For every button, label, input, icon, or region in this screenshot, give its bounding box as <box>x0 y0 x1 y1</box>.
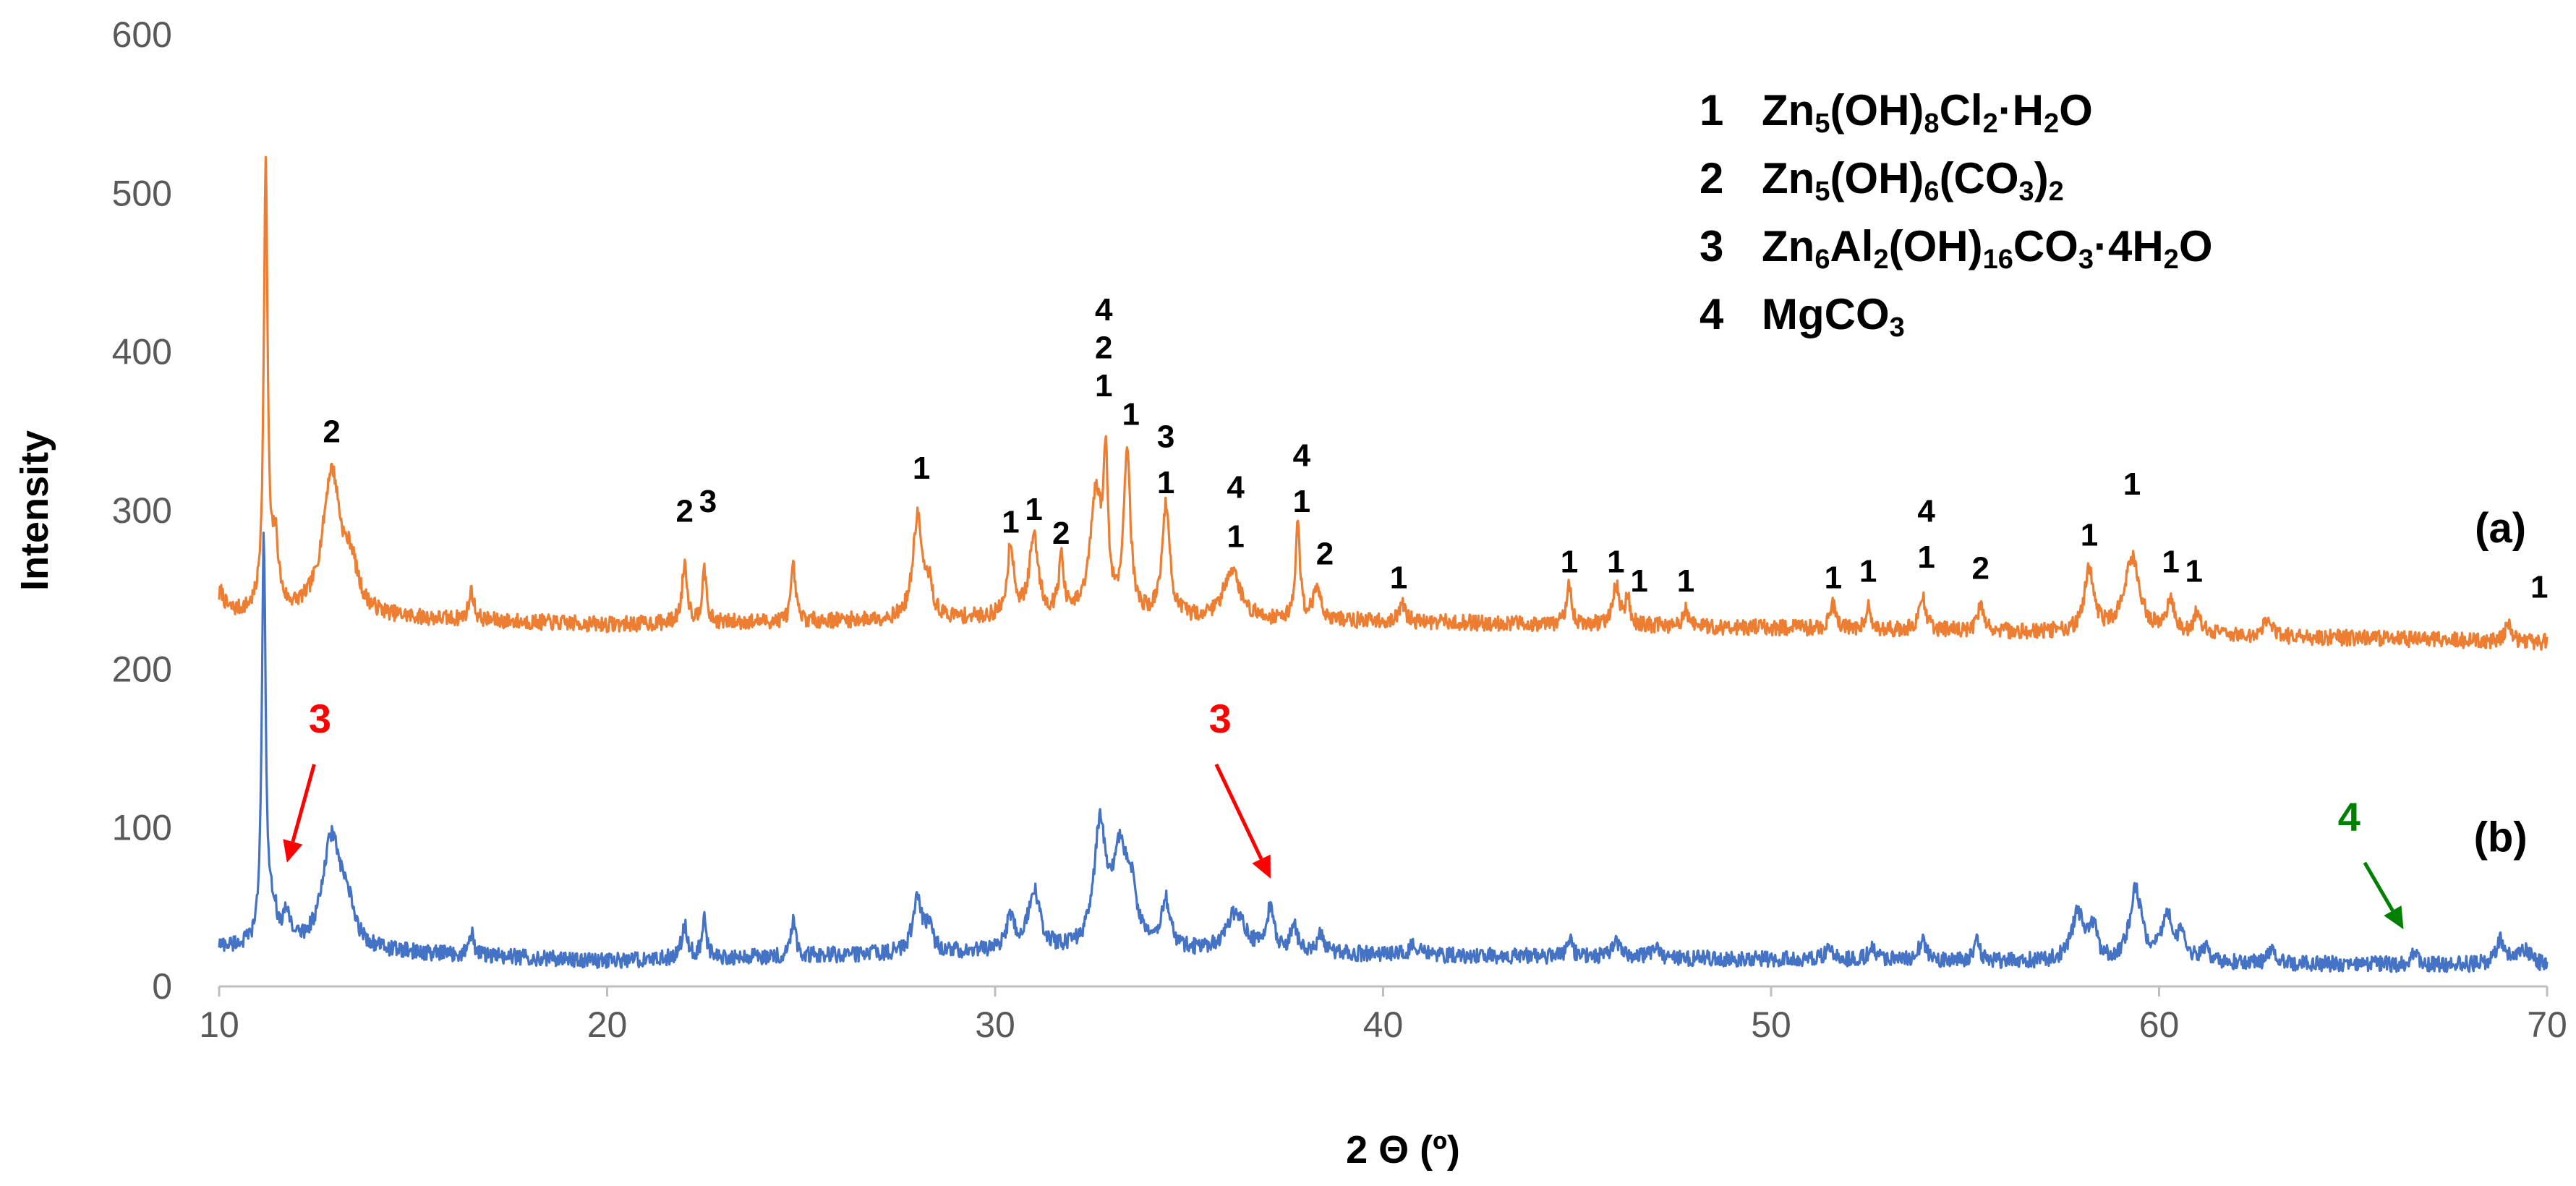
legend-entry: 4 MgCO3 <box>1699 281 2212 349</box>
x-tick-label: 30 <box>975 1004 1015 1045</box>
peak-label: 2 <box>1095 330 1112 365</box>
legend: 1 Zn5(OH)8Cl2·H2O 2 Zn5(OH)6(CO3)2 3 Zn6Al2(O… <box>1699 77 2212 349</box>
peak-label: 1 <box>1561 545 1578 580</box>
annotation-label: 3 <box>309 696 331 741</box>
legend-entry: 1 Zn5(OH)8Cl2·H2O <box>1699 77 2212 145</box>
peak-label: 2 <box>1316 537 1334 572</box>
legend-formula: Zn6Al2(OH)16CO3·4H2O <box>1762 222 2213 275</box>
legend-number: 1 <box>1699 86 1724 135</box>
annotation-label: 4 <box>2338 794 2360 840</box>
annotation-label: 3 <box>1209 696 1232 741</box>
annotation-arrow-shaft <box>2363 861 2394 912</box>
x-tick-label: 50 <box>1751 1004 1791 1045</box>
y-tick-label: 100 <box>112 808 172 848</box>
x-tick-label: 40 <box>1363 1004 1404 1045</box>
y-tick-label: 400 <box>112 332 172 372</box>
y-tick-label: 0 <box>152 966 172 1007</box>
legend-number: 4 <box>1699 290 1724 338</box>
legend-formula: Zn5(OH)6(CO3)2 <box>1762 154 2064 207</box>
peak-label: 1 <box>1607 545 1624 580</box>
x-tick-label: 70 <box>2527 1004 2567 1045</box>
peak-label: 3 <box>1157 419 1174 454</box>
peak-label: 1 <box>1025 492 1042 527</box>
peak-label: 4 <box>1293 438 1311 474</box>
x-tick-label: 20 <box>587 1004 628 1045</box>
peak-label: 1 <box>1095 368 1112 404</box>
peak-label: 4 <box>1917 493 1935 529</box>
peak-label: 1 <box>1227 519 1244 554</box>
peak-label: 1 <box>2185 554 2203 589</box>
x-axis-title: 2 Θ (º) <box>1346 1128 1460 1172</box>
legend-number: 3 <box>1699 222 1724 270</box>
x-tick-label: 10 <box>199 1004 239 1045</box>
peak-label: 1 <box>1390 560 1407 595</box>
legend-formula: MgCO3 <box>1762 290 1905 343</box>
annotation-arrow-head <box>2384 905 2404 930</box>
peak-label: 1 <box>1157 465 1174 500</box>
series-line-b <box>218 532 2549 973</box>
peak-label: 3 <box>699 484 717 519</box>
peak-label: 1 <box>2530 570 2548 605</box>
peak-label: 1 <box>1293 484 1310 519</box>
legend-number: 2 <box>1699 154 1724 202</box>
peak-label: 2 <box>1052 516 1070 551</box>
series-label: (a) <box>2475 505 2526 552</box>
peak-label: 1 <box>1825 560 1842 595</box>
peak-label: 1 <box>1630 563 1647 599</box>
peak-label: 4 <box>1227 469 1245 505</box>
y-tick-label: 200 <box>112 649 172 689</box>
peak-label: 1 <box>2123 466 2141 502</box>
y-tick-label: 300 <box>112 490 172 531</box>
peak-label: 1 <box>1002 505 1019 540</box>
annotation-arrow-head <box>1252 854 1271 879</box>
series-label: (b) <box>2474 814 2528 861</box>
peak-label: 2 <box>1971 550 1989 586</box>
peak-label: 1 <box>913 451 930 486</box>
peak-label: 1 <box>1859 554 1877 589</box>
peak-label: 4 <box>1095 292 1113 328</box>
peak-label: 1 <box>1677 563 1694 599</box>
legend-entry: 2 Zn5(OH)6(CO3)2 <box>1699 145 2212 213</box>
y-tick-label: 500 <box>112 173 172 213</box>
peak-label: 1 <box>2162 545 2179 580</box>
y-axis-title: Intensity <box>13 430 56 591</box>
peak-label: 1 <box>1917 539 1935 575</box>
series-line-a <box>218 155 2549 651</box>
annotation-arrow-shaft <box>291 764 316 842</box>
peak-label: 1 <box>1122 397 1140 432</box>
peak-label: 2 <box>323 414 340 450</box>
y-tick-label: 600 <box>112 14 172 55</box>
peak-label: 2 <box>676 493 694 529</box>
legend-entry: 3 Zn6Al2(OH)16CO3·4H2O <box>1699 213 2212 281</box>
x-tick-label: 60 <box>2139 1004 2180 1045</box>
peak-label: 1 <box>2081 517 2098 553</box>
legend-formula: Zn5(OH)8Cl2·H2O <box>1762 86 2093 139</box>
annotation-arrow-head <box>283 839 303 863</box>
annotation-arrow-shaft <box>1214 763 1263 860</box>
